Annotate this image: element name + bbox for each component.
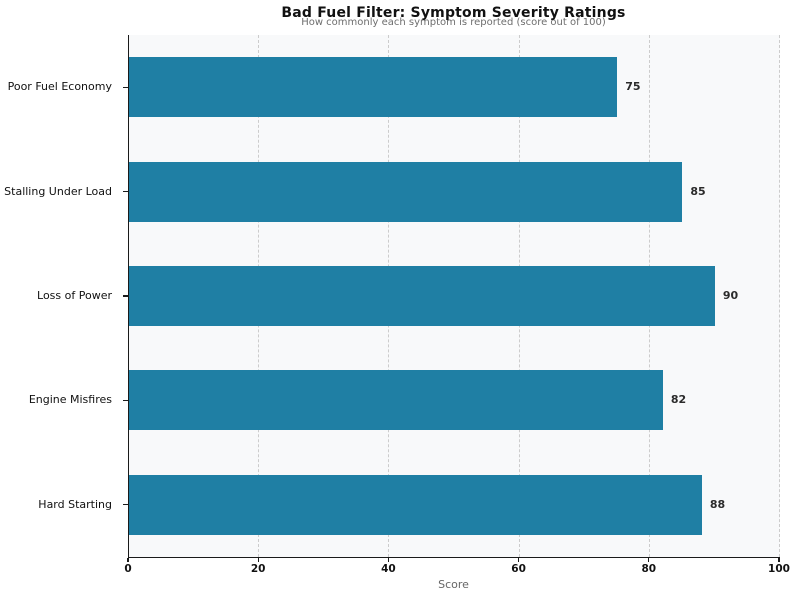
x-tick-mark — [518, 558, 520, 562]
bar-loss-of-power — [129, 266, 715, 326]
y-tick-label: Loss of Power — [37, 289, 112, 302]
bar-engine-misfires — [129, 370, 663, 431]
y-tick-label: Engine Misfires — [28, 393, 112, 407]
y-tick-mark — [123, 504, 128, 506]
bar-poor-fuel-economy — [129, 57, 618, 118]
gridline-x-100 — [779, 35, 780, 557]
y-tick-mark — [123, 399, 128, 401]
value-label: 85 — [690, 184, 706, 198]
value-label: 88 — [709, 497, 726, 511]
x-tick-mark — [127, 558, 129, 562]
bar-stalling-under-load — [129, 161, 683, 222]
value-label: 90 — [722, 289, 739, 302]
x-tick-label: 0 — [124, 563, 132, 575]
plot-area: 75 85 90 82 88 — [128, 35, 780, 558]
x-tick-label: 20 — [250, 563, 266, 575]
x-tick-mark — [778, 558, 780, 562]
y-tick-label: Poor Fuel Economy — [7, 80, 112, 94]
x-tick-label: 80 — [641, 563, 657, 575]
x-axis-label: Score — [438, 578, 469, 591]
bar-hard-starting — [129, 474, 702, 535]
x-tick-mark — [648, 558, 650, 562]
chart-subtitle: How commonly each symptom is reported (s… — [301, 17, 606, 28]
chart-title: Bad Fuel Filter: Symptom Severity Rating… — [281, 5, 626, 21]
value-label: 75 — [625, 80, 641, 94]
y-tick-mark — [123, 86, 128, 88]
y-tick-mark — [123, 191, 128, 193]
x-tick-label: 100 — [768, 563, 790, 575]
x-tick-label: 40 — [381, 563, 396, 575]
x-tick-mark — [387, 558, 389, 562]
x-tick-mark — [257, 558, 259, 562]
y-tick-mark — [123, 295, 128, 297]
y-tick-label: Hard Starting — [38, 497, 112, 511]
x-tick-label: 60 — [511, 563, 526, 575]
y-tick-label: Stalling Under Load — [4, 184, 112, 198]
value-label: 82 — [670, 393, 687, 407]
